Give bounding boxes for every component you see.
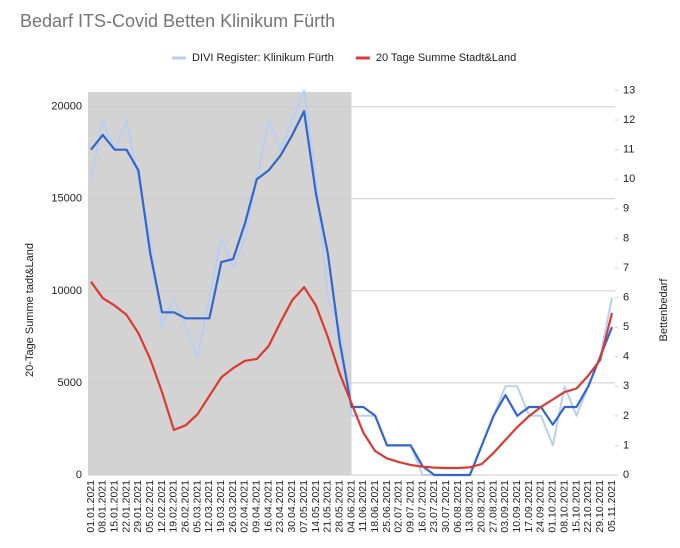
y-tick-label: 10000 [51,285,82,297]
y2-tick-label: 2 [623,410,629,422]
x-tick-label: 10.09.2021 [511,480,523,533]
y-axis-title: 20-Tage Summe tadt&Land [24,243,36,377]
y2-tick-label: 3 [623,380,629,392]
y2-tick-label: 8 [623,232,629,244]
x-tick-label: 30.04.2021 [286,480,298,533]
y2-tick-label: 6 [623,291,629,303]
x-tick-label: 27.08.2021 [487,480,499,533]
x-tick-label: 29.10.2021 [594,480,606,533]
y2-tick-label: 1 [623,439,629,451]
x-tick-label: 05.11.2021 [606,480,618,532]
x-tick-label: 06.08.2021 [452,480,464,533]
x-tick-label: 29.01.2021 [132,480,144,533]
x-tick-label: 08.01.2021 [97,480,109,533]
series-line [90,281,614,470]
x-tick-label: 12.02.2021 [156,480,168,533]
x-tick-label: 23.04.2021 [274,480,286,533]
y2-tick-label: 12 [623,114,635,126]
y-tick-label: 15000 [51,193,82,205]
x-tick-label: 30.07.2021 [440,480,452,533]
x-tick-label: 05.03.2021 [191,480,203,533]
x-tick-label: 02.04.2021 [239,480,251,533]
x-tick-label: 15.10.2021 [570,480,582,533]
x-tick-label: 20.08.2021 [476,480,488,533]
x-tick-label: 08.10.2021 [558,480,570,533]
x-tick-label: 26.02.2021 [180,480,192,533]
chart-title: Bedarf ITS-Covid Betten Klinikum Fürth [20,11,335,31]
x-tick-label: 22.10.2021 [582,480,594,533]
x-tick-label: 13.08.2021 [464,480,476,533]
x-tick-label: 16.04.2021 [262,480,274,533]
x-tick-label: 11.06.2021 [357,480,369,532]
y2-tick-label: 0 [623,469,629,481]
x-tick-label: 19.03.2021 [215,480,227,533]
x-tick-label: 04.06.2021 [345,480,357,533]
x-tick-label: 15.01.2021 [108,480,120,533]
x-tick-label: 12.03.2021 [203,480,215,533]
x-tick-label: 07.05.2021 [298,480,310,533]
x-tick-label: 05.02.2021 [144,480,156,533]
x-tick-label: 22.01.2021 [120,480,132,533]
x-tick-label: 21.05.2021 [322,480,334,533]
x-tick-label: 09.07.2021 [404,480,416,533]
x-tick-label: 02.07.2021 [393,480,405,533]
x-tick-label: 25.06.2021 [381,480,393,533]
x-tick-label: 28.05.2021 [333,480,345,533]
x-tick-label: 26.03.2021 [227,480,239,533]
series-line [90,89,613,476]
x-tick-label: 16.07.2021 [416,480,428,533]
x-tick-label: 01.01.2021 [85,480,97,533]
x-tick-label: 17.09.2021 [523,480,535,533]
y2-tick-label: 4 [623,351,629,363]
x-tick-label: 23.07.2021 [428,480,440,533]
x-tick-label: 14.05.2021 [310,480,322,533]
x-tick-label: 01.10.2021 [547,480,559,533]
y-tick-label: 20000 [51,101,82,113]
shaded-region [88,92,352,475]
x-tick-label: 18.06.2021 [369,480,381,533]
y2-tick-label: 7 [623,262,629,274]
y2-tick-label: 11 [623,144,634,156]
legend-label: DIVI Register: Klinikum Fürth [192,52,334,64]
y-tick-label: 5000 [58,377,82,389]
y2-tick-label: 5 [623,321,629,333]
x-tick-label: 24.09.2021 [535,480,547,533]
series-line [90,110,614,477]
y2-axis-title: Bettenbedarf [658,278,670,342]
y-tick-label: 0 [76,469,82,481]
y2-tick-label: 9 [623,203,629,215]
x-tick-label: 09.04.2021 [251,480,263,533]
y2-tick-label: 10 [623,173,635,185]
y2-tick-label: 13 [623,84,635,96]
x-tick-label: 19.02.2021 [168,480,180,533]
legend-label: 20 Tage Summe Stadt&Land [376,52,516,64]
x-tick-label: 03.09.2021 [499,480,511,533]
